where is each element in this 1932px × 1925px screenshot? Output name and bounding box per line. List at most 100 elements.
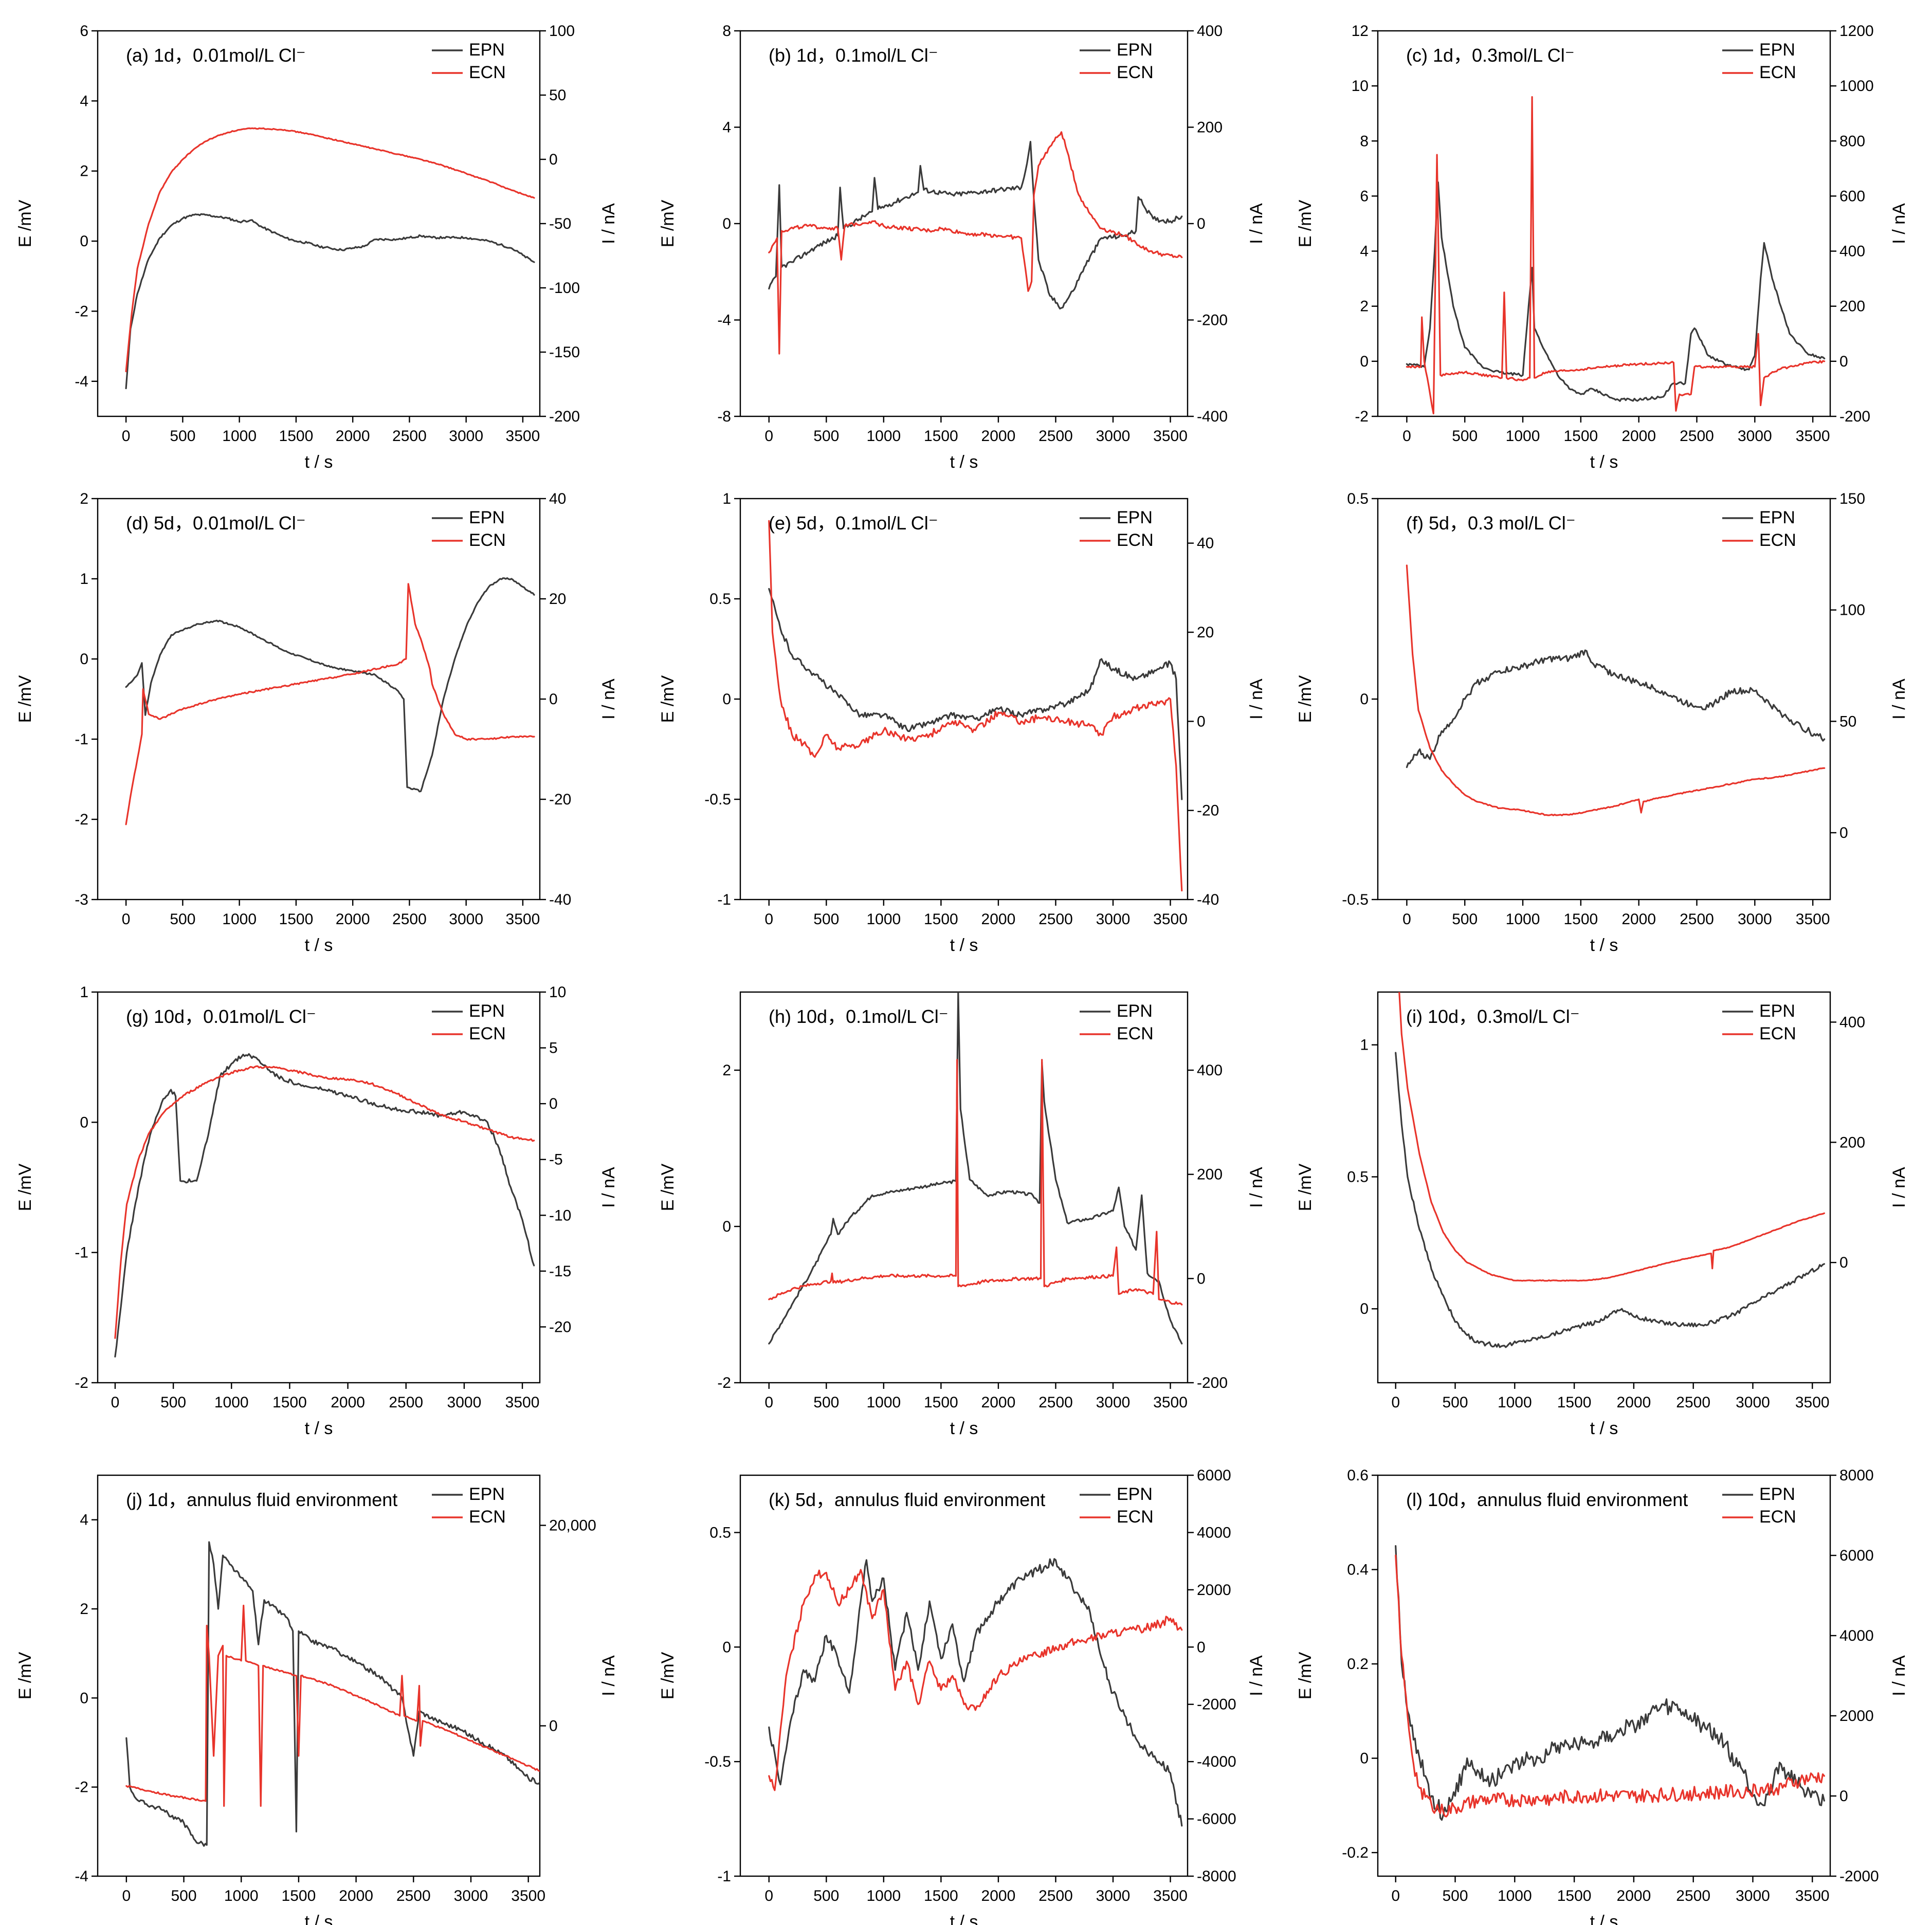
y-left-axis-label: E /mV — [1296, 1652, 1315, 1699]
series-line-epn — [114, 1053, 535, 1358]
panel-title: (h) 10d，0.1mol/L Cl⁻ — [769, 1006, 949, 1027]
legend-label-epn: EPN — [1759, 508, 1795, 527]
x-tick-label: 1500 — [1563, 911, 1598, 928]
y-right-tick-label: 10 — [549, 984, 566, 1001]
x-tick-label: 2000 — [1621, 428, 1656, 445]
x-axis-label: t / s — [950, 936, 978, 955]
y-right-axis-label: I / nA — [1889, 679, 1909, 720]
series-line-ecn — [768, 520, 1183, 892]
y-right-axis-label: I / nA — [599, 203, 618, 244]
y-left-tick-label: 0.2 — [1347, 1656, 1369, 1673]
y-left-tick-label: 6 — [1360, 188, 1369, 205]
x-tick-label: 0 — [764, 1394, 773, 1411]
y-right-tick-label: 0 — [1197, 1639, 1206, 1656]
y-right-tick-label: -2000 — [1839, 1868, 1879, 1885]
panel-j-axes — [92, 1474, 546, 1882]
y-right-tick-label: 100 — [549, 23, 575, 40]
y-right-tick-label: -200 — [1839, 408, 1870, 425]
panel-title: (d) 5d，0.01mol/L Cl⁻ — [126, 512, 306, 534]
legend-label-ecn: ECN — [1759, 530, 1796, 550]
x-tick-label: 0 — [764, 911, 773, 928]
x-axis-label: t / s — [1590, 1912, 1618, 1925]
y-left-tick-label: 0.6 — [1347, 1467, 1369, 1484]
x-tick-label: 1500 — [924, 1887, 958, 1904]
series-line-epn — [768, 141, 1183, 310]
y-left-tick-label: -2 — [1355, 408, 1369, 425]
panel-e-axes — [734, 498, 1194, 906]
panel-c: 0 500 1000 1500 2000 2500 3000 3500-2024681012-… — [1296, 23, 1909, 472]
y-left-tick-label: 0 — [1360, 353, 1369, 370]
y-left-tick-label: 1 — [722, 490, 731, 507]
legend-label-epn: EPN — [1117, 40, 1153, 60]
y-right-tick-label: 5 — [549, 1040, 558, 1057]
x-tick-label: 3500 — [511, 1887, 545, 1904]
x-tick-label: 1000 — [1498, 1394, 1532, 1411]
x-tick-label: 3000 — [447, 1394, 482, 1411]
series-line-epn — [1395, 1052, 1825, 1348]
x-axis-label: t / s — [950, 452, 978, 472]
y-left-tick-label: 0 — [1360, 1300, 1369, 1317]
y-right-tick-label: 0 — [1197, 215, 1206, 232]
y-right-tick-label: 0 — [549, 691, 558, 708]
y-right-tick-label: -40 — [1197, 891, 1219, 908]
y-left-tick-label: 2 — [80, 1601, 88, 1618]
y-right-tick-label: -200 — [1197, 1374, 1228, 1391]
x-axis-label: t / s — [950, 1419, 978, 1438]
x-tick-label: 2500 — [1038, 911, 1073, 928]
y-right-tick-label: 4000 — [1839, 1627, 1874, 1644]
x-tick-label: 1000 — [866, 911, 901, 928]
y-right-tick-label: 0 — [1197, 1270, 1206, 1287]
y-right-tick-label: 0 — [1197, 713, 1206, 730]
x-tick-label: 0 — [1402, 428, 1411, 445]
x-tick-label: 3000 — [1738, 428, 1772, 445]
x-tick-label: 2000 — [336, 428, 370, 445]
panel-title: (c) 1d，0.3mol/L Cl⁻ — [1406, 45, 1575, 66]
y-left-tick-label: 1 — [80, 984, 88, 1001]
x-tick-label: 3000 — [449, 911, 483, 928]
x-tick-label: 1000 — [224, 1887, 259, 1904]
x-tick-label: 0 — [1402, 911, 1411, 928]
x-tick-label: 2500 — [1680, 428, 1714, 445]
y-right-tick-label: 400 — [1839, 1014, 1865, 1031]
series-line-ecn — [1395, 1554, 1825, 1818]
y-right-axis-label: I / nA — [1247, 679, 1266, 720]
x-tick-label: 3500 — [1153, 1394, 1188, 1411]
y-left-tick-label: -0.5 — [1342, 891, 1369, 908]
panel-d-axes — [92, 498, 546, 906]
y-right-tick-label: -40 — [549, 891, 571, 908]
y-right-tick-label: 2000 — [1839, 1708, 1874, 1725]
x-tick-label: 1000 — [214, 1394, 249, 1411]
legend-label-ecn: ECN — [469, 1507, 506, 1527]
x-tick-label: 500 — [160, 1394, 186, 1411]
y-right-tick-label: 400 — [1839, 243, 1865, 260]
y-left-tick-label: 4 — [80, 1512, 88, 1529]
legend-label-ecn: ECN — [1117, 1507, 1154, 1527]
panel-title: (e) 5d，0.1mol/L Cl⁻ — [769, 512, 938, 534]
panel-title: (i) 10d，0.3mol/L Cl⁻ — [1406, 1006, 1580, 1027]
x-tick-label: 500 — [1442, 1394, 1468, 1411]
y-right-tick-label: 200 — [1197, 1166, 1223, 1183]
y-left-axis-label: E /mV — [658, 199, 678, 247]
series-line-epn — [1406, 649, 1826, 768]
plot-frame — [739, 991, 1189, 1384]
x-tick-label: 3500 — [506, 911, 540, 928]
x-tick-label: 2000 — [981, 428, 1016, 445]
series-line-epn — [125, 577, 535, 793]
plot-frame — [1377, 1474, 1831, 1877]
series-line-ecn — [125, 127, 535, 373]
x-tick-label: 2500 — [389, 1394, 423, 1411]
y-right-tick-label: -10 — [549, 1207, 571, 1224]
series-line-epn — [768, 992, 1183, 1345]
x-tick-label: 0 — [1391, 1887, 1400, 1904]
y-right-tick-label: -20 — [549, 1318, 571, 1335]
y-left-tick-label: -2 — [717, 1374, 731, 1391]
plot-frame — [97, 498, 541, 901]
x-tick-label: 3500 — [1795, 1394, 1830, 1411]
y-left-tick-label: -0.5 — [704, 791, 731, 808]
legend-label-ecn: ECN — [469, 63, 506, 82]
x-tick-label: 3500 — [1795, 1887, 1830, 1904]
x-tick-label: 2500 — [1038, 1887, 1073, 1904]
y-left-tick-label: -1 — [717, 891, 731, 908]
x-tick-label: 1500 — [1557, 1394, 1592, 1411]
legend-label-epn: EPN — [469, 508, 505, 527]
